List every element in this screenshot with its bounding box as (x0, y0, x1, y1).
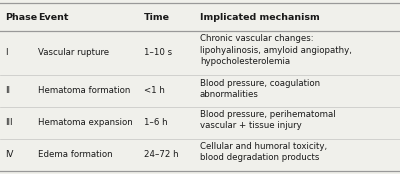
Text: 1–6 h: 1–6 h (144, 118, 168, 127)
Text: Phase: Phase (5, 13, 37, 22)
Text: Blood pressure, coagulation
abnormalities: Blood pressure, coagulation abnormalitie… (200, 78, 320, 99)
Text: 24–72 h: 24–72 h (144, 150, 179, 159)
Text: Vascular rupture: Vascular rupture (38, 49, 109, 57)
Text: Edema formation: Edema formation (38, 150, 113, 159)
Text: Hematoma formation: Hematoma formation (38, 86, 130, 96)
Text: Event: Event (38, 13, 68, 22)
Text: Cellular and humoral toxicity,
blood degradation products: Cellular and humoral toxicity, blood deg… (200, 142, 327, 162)
Text: <1 h: <1 h (144, 86, 165, 96)
Text: Blood pressure, perihematomal
vascular + tissue injury: Blood pressure, perihematomal vascular +… (200, 110, 336, 130)
Text: Chronic vascular changes:
lipohyalinosis, amyloid angiopathy,
hypocholesterolemi: Chronic vascular changes: lipohyalinosis… (200, 34, 352, 66)
Text: Time: Time (144, 13, 170, 22)
Text: III: III (5, 118, 12, 127)
Text: II: II (5, 86, 10, 96)
Text: IV: IV (5, 150, 13, 159)
Text: Hematoma expansion: Hematoma expansion (38, 118, 133, 127)
Text: Implicated mechanism: Implicated mechanism (200, 13, 320, 22)
Text: 1–10 s: 1–10 s (144, 49, 172, 57)
Text: I: I (5, 49, 7, 57)
